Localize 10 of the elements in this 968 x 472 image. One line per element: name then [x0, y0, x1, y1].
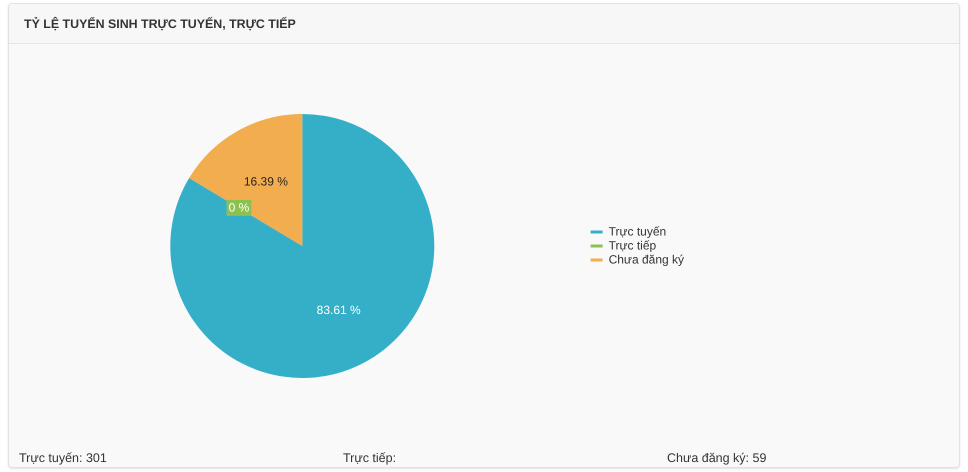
legend-label: Trực tiếp	[608, 238, 657, 252]
text: Trực tiếp:	[343, 451, 396, 465]
text: Trực tuyến: 301	[19, 451, 107, 465]
legend-label: Trực tuyến	[608, 224, 666, 238]
data-label: 83.61 %	[316, 303, 362, 318]
chart-title: TỶ LỆ TUYỂN SINH TRỰC TUYẾN, TRỰC TIẾP	[24, 16, 296, 30]
data-label: 16.39 %	[244, 174, 288, 188]
text: 0 %	[228, 200, 250, 215]
legend-label: Chưa đăng ký	[608, 252, 684, 266]
text: Chưa đăng ký: 59	[667, 451, 766, 465]
